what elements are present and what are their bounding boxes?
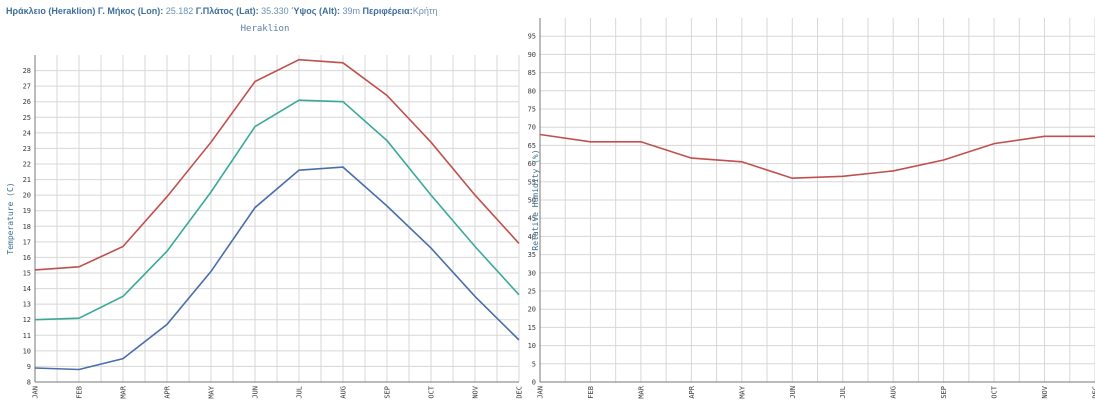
hum-y-tick-label: 20 <box>528 306 536 314</box>
hum-y-axis-label: Relative Humidity (%) <box>531 149 540 250</box>
temp-y-tick-label: 23 <box>23 145 31 153</box>
temp-y-axis-label: Temperature (C) <box>6 182 15 254</box>
region-label: Περιφέρεια: <box>362 6 413 16</box>
hum-y-tick-label: 25 <box>528 288 536 296</box>
hum-x-tick-label: AUG <box>890 386 898 399</box>
temp-x-tick-label: APR <box>164 385 172 398</box>
temperature-chart-title: Heraklion <box>240 24 290 34</box>
hum-series-0-line <box>539 133 1095 180</box>
hum-y-tick-label: 70 <box>528 124 536 132</box>
hum-x-tick-label: JUN <box>789 386 797 399</box>
temp-y-tick-label: 9 <box>27 363 31 371</box>
temp-y-tick-label: 18 <box>23 223 31 231</box>
hum-y-tick-label: 55 <box>528 178 536 186</box>
temp-x-tick-label: AUG <box>340 386 348 399</box>
alt-value: 39m <box>342 6 360 16</box>
hum-x-tick-label: NOV <box>1041 385 1049 398</box>
temp-y-tick-label: 20 <box>23 192 31 200</box>
temp-x-tick-label: DEC <box>516 386 524 399</box>
temp-x-tick-label: SEP <box>384 386 392 399</box>
temp-y-tick-label: 13 <box>23 301 31 309</box>
hum-x-tick-label: MAY <box>738 385 746 398</box>
temp-y-tick-label: 8 <box>27 379 31 387</box>
hum-y-tick-label: 90 <box>528 51 536 59</box>
temp-y-tick-label: 11 <box>23 332 31 340</box>
temp-y-tick-label: 27 <box>23 83 31 91</box>
hum-y-tick-label: 45 <box>528 215 536 223</box>
hum-y-tick-label: 85 <box>528 69 536 77</box>
temp-y-tick-label: 26 <box>23 98 31 106</box>
lon-value: 25.182 <box>165 6 194 16</box>
hum-x-tick-label: OCT <box>991 385 999 398</box>
hum-y-tick-label: 80 <box>528 87 536 95</box>
temp-series-0-line <box>34 58 520 271</box>
temp-y-tick-label: 15 <box>23 270 31 278</box>
temp-x-tick-label: JAN <box>32 386 40 399</box>
lon-label: Γ. Μήκος (Lon): <box>97 6 164 16</box>
temp-x-tick-label: FEB <box>76 386 84 399</box>
temp-y-tick-label: 25 <box>23 114 31 122</box>
temp-x-tick-label: OCT <box>428 385 436 398</box>
temp-y-tick-label: 16 <box>23 254 31 262</box>
hum-y-tick-label: 65 <box>528 142 536 150</box>
temp-x-tick-label: MAR <box>120 385 128 398</box>
hum-y-tick-label: 30 <box>528 269 536 277</box>
temp-y-tick-label: 14 <box>23 285 31 293</box>
temp-x-tick-label: JUN <box>252 386 260 399</box>
temp-x-tick-label: MAY <box>208 385 216 398</box>
temp-y-tick-label: 19 <box>23 207 31 215</box>
hum-y-tick-label: 35 <box>528 251 536 259</box>
hum-y-tick-label: 95 <box>528 33 536 41</box>
hum-x-tick-label: APR <box>688 385 696 398</box>
hum-x-tick-label: JAN <box>537 386 545 399</box>
temp-y-tick-label: 21 <box>23 176 31 184</box>
temp-x-tick-label: JUL <box>296 386 304 399</box>
temp-y-tick-label: 12 <box>23 316 31 324</box>
temp-x-tick-label: NOV <box>472 385 480 398</box>
hum-x-tick-label: SEP <box>940 386 948 399</box>
place-label: Ηράκλειο (Heraklion) <box>6 6 96 16</box>
hum-y-tick-label: 60 <box>528 160 536 168</box>
hum-y-tick-label: 40 <box>528 233 536 241</box>
lat-label: Γ.Πλάτος (Lat): <box>195 6 259 16</box>
hum-y-tick-label: 75 <box>528 106 536 114</box>
hum-x-tick-label: FEB <box>587 386 595 399</box>
hum-y-tick-label: 0 <box>532 379 536 387</box>
temp-y-tick-label: 28 <box>23 67 31 75</box>
lat-value: 35.330 <box>261 6 289 16</box>
station-header: Ηράκλειο (Heraklion) Γ. Μήκος (Lon): 25.… <box>6 6 531 16</box>
temp-series-1-line <box>34 99 520 321</box>
hum-x-tick-label: JUL <box>839 386 847 399</box>
hum-y-tick-label: 15 <box>528 324 536 332</box>
hum-x-tick-label: MAR <box>637 385 645 398</box>
hum-y-tick-label: 10 <box>528 342 536 350</box>
hum-x-tick-label: DEC <box>1092 386 1095 399</box>
region-value: Κρήτη <box>412 6 438 16</box>
temp-y-tick-label: 22 <box>23 161 31 169</box>
hum-y-tick-label: 50 <box>528 197 536 205</box>
hum-y-tick-label: 5 <box>532 360 536 368</box>
temperature-chart: 8 9 10 11 12 13 14 15 16 17 18 19 20 21 22 23 24 25 26 27 28… <box>6 55 524 399</box>
temp-y-tick-label: 24 <box>23 129 31 137</box>
temp-series-2-line <box>34 166 520 371</box>
temp-y-tick-label: 17 <box>23 238 31 246</box>
alt-label: Ύψος (Alt): <box>291 6 340 16</box>
temp-y-tick-label: 10 <box>23 347 31 355</box>
